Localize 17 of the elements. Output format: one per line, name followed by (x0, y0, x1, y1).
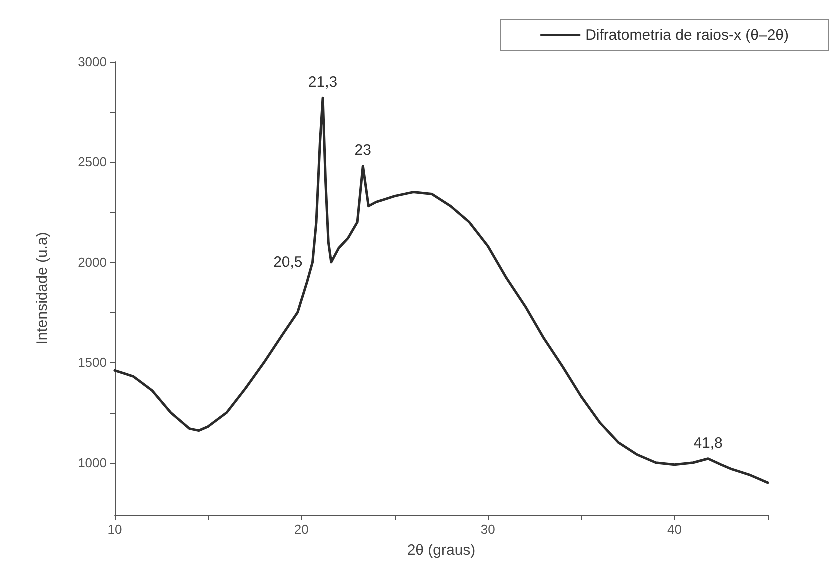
y-tick-label: 1000 (78, 455, 107, 470)
y-axis-title: Intensidade (u.a) (34, 232, 51, 345)
line-series (114, 96, 770, 484)
x-tick-label: 10 (108, 522, 122, 537)
x-tick-label: 20 (294, 522, 309, 537)
annotation: 20,5 (274, 254, 303, 271)
x-tick-label: 30 (480, 522, 496, 537)
y-tick-label: 1500 (78, 355, 107, 370)
annotation: 41,8 (694, 434, 723, 452)
y-tick-label: 3000 (78, 54, 107, 70)
legend-label: Difratometria de raios-x (θ–2θ) (586, 27, 790, 44)
x-tick-label: 40 (667, 522, 682, 537)
y-tick-label: 2000 (78, 254, 107, 270)
x-axis-title: 2θ (graus) (407, 542, 476, 559)
y-tick-label: 2500 (78, 154, 107, 170)
annotation: 23 (354, 142, 372, 160)
annotation: 21,3 (308, 74, 338, 92)
